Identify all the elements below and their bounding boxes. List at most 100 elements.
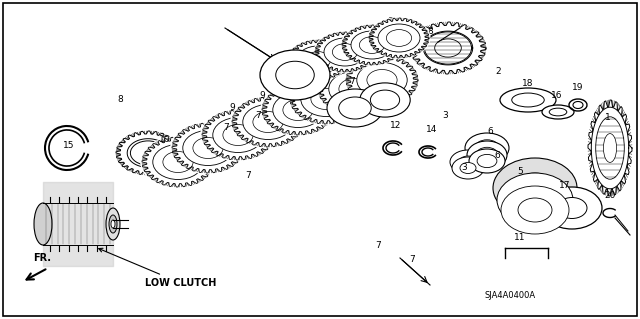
Text: 7: 7 xyxy=(223,123,229,132)
Text: 17: 17 xyxy=(559,181,571,189)
Ellipse shape xyxy=(260,84,336,136)
Ellipse shape xyxy=(283,100,313,121)
Ellipse shape xyxy=(142,137,214,187)
Ellipse shape xyxy=(465,133,509,163)
Ellipse shape xyxy=(459,156,477,168)
Ellipse shape xyxy=(232,97,304,147)
Ellipse shape xyxy=(253,112,283,132)
Ellipse shape xyxy=(514,173,556,203)
Ellipse shape xyxy=(153,145,204,180)
Text: 7: 7 xyxy=(375,241,381,249)
Ellipse shape xyxy=(367,17,431,59)
Ellipse shape xyxy=(604,134,616,162)
Ellipse shape xyxy=(339,97,371,119)
Text: FR.: FR. xyxy=(33,253,51,263)
Ellipse shape xyxy=(518,198,552,222)
Ellipse shape xyxy=(243,105,293,139)
Text: 7: 7 xyxy=(317,87,323,97)
Ellipse shape xyxy=(435,39,461,57)
Ellipse shape xyxy=(500,88,556,112)
Ellipse shape xyxy=(172,123,244,173)
Text: 14: 14 xyxy=(426,125,438,135)
Ellipse shape xyxy=(332,44,358,60)
Ellipse shape xyxy=(212,117,263,152)
Ellipse shape xyxy=(273,93,323,128)
Text: 6: 6 xyxy=(487,128,493,137)
Ellipse shape xyxy=(557,197,587,219)
Ellipse shape xyxy=(34,203,52,245)
Ellipse shape xyxy=(542,105,574,119)
Ellipse shape xyxy=(424,32,472,64)
Ellipse shape xyxy=(452,157,484,179)
Text: 3: 3 xyxy=(461,164,467,173)
Ellipse shape xyxy=(516,187,554,213)
Ellipse shape xyxy=(501,186,569,234)
Text: 9: 9 xyxy=(289,81,295,91)
Text: 8: 8 xyxy=(427,27,433,36)
Ellipse shape xyxy=(314,31,376,73)
Ellipse shape xyxy=(170,122,246,174)
Ellipse shape xyxy=(542,187,602,229)
Ellipse shape xyxy=(549,108,567,116)
Text: 4: 4 xyxy=(367,53,373,62)
Text: LOW CLUTCH: LOW CLUTCH xyxy=(99,248,216,288)
Ellipse shape xyxy=(351,31,393,59)
Ellipse shape xyxy=(497,173,573,227)
Text: 21: 21 xyxy=(359,95,371,105)
Text: 7: 7 xyxy=(409,256,415,264)
Text: 16: 16 xyxy=(551,91,563,100)
Ellipse shape xyxy=(262,85,334,135)
Ellipse shape xyxy=(183,130,233,166)
Ellipse shape xyxy=(287,39,349,81)
Text: 7: 7 xyxy=(349,78,355,86)
Text: 1: 1 xyxy=(605,114,611,122)
Ellipse shape xyxy=(276,61,314,89)
Ellipse shape xyxy=(450,150,486,174)
Ellipse shape xyxy=(260,50,330,100)
Ellipse shape xyxy=(318,64,390,114)
Text: 6: 6 xyxy=(494,151,500,160)
Text: 11: 11 xyxy=(515,234,525,242)
Text: 12: 12 xyxy=(390,122,402,130)
Ellipse shape xyxy=(410,22,486,74)
Ellipse shape xyxy=(315,32,375,72)
Ellipse shape xyxy=(339,78,369,100)
Text: 7: 7 xyxy=(289,98,295,107)
Ellipse shape xyxy=(469,149,505,173)
Text: 20: 20 xyxy=(604,191,616,201)
Ellipse shape xyxy=(200,109,276,161)
Ellipse shape xyxy=(116,131,180,175)
Ellipse shape xyxy=(596,117,624,179)
Ellipse shape xyxy=(512,93,544,107)
Ellipse shape xyxy=(324,38,366,66)
Text: 3: 3 xyxy=(442,110,448,120)
Ellipse shape xyxy=(371,90,399,110)
Ellipse shape xyxy=(493,158,577,218)
Text: 13: 13 xyxy=(304,63,316,72)
Ellipse shape xyxy=(193,137,223,159)
Ellipse shape xyxy=(297,46,339,74)
Ellipse shape xyxy=(367,70,397,91)
Ellipse shape xyxy=(344,54,420,106)
Text: 18: 18 xyxy=(522,78,534,87)
Ellipse shape xyxy=(360,37,385,53)
Ellipse shape xyxy=(342,25,402,65)
Ellipse shape xyxy=(369,18,429,58)
Ellipse shape xyxy=(131,141,166,165)
Text: 2: 2 xyxy=(495,68,501,77)
Ellipse shape xyxy=(460,162,476,174)
Ellipse shape xyxy=(316,63,392,115)
Ellipse shape xyxy=(346,55,418,105)
Ellipse shape xyxy=(477,154,497,167)
Text: 7: 7 xyxy=(255,110,261,120)
Text: 8: 8 xyxy=(387,18,393,26)
Ellipse shape xyxy=(329,71,379,107)
Ellipse shape xyxy=(109,215,117,233)
Text: 21: 21 xyxy=(392,87,404,97)
Ellipse shape xyxy=(106,208,120,240)
Ellipse shape xyxy=(311,88,341,109)
Ellipse shape xyxy=(378,24,420,52)
Ellipse shape xyxy=(360,83,410,117)
Ellipse shape xyxy=(327,89,383,127)
Ellipse shape xyxy=(223,124,253,145)
